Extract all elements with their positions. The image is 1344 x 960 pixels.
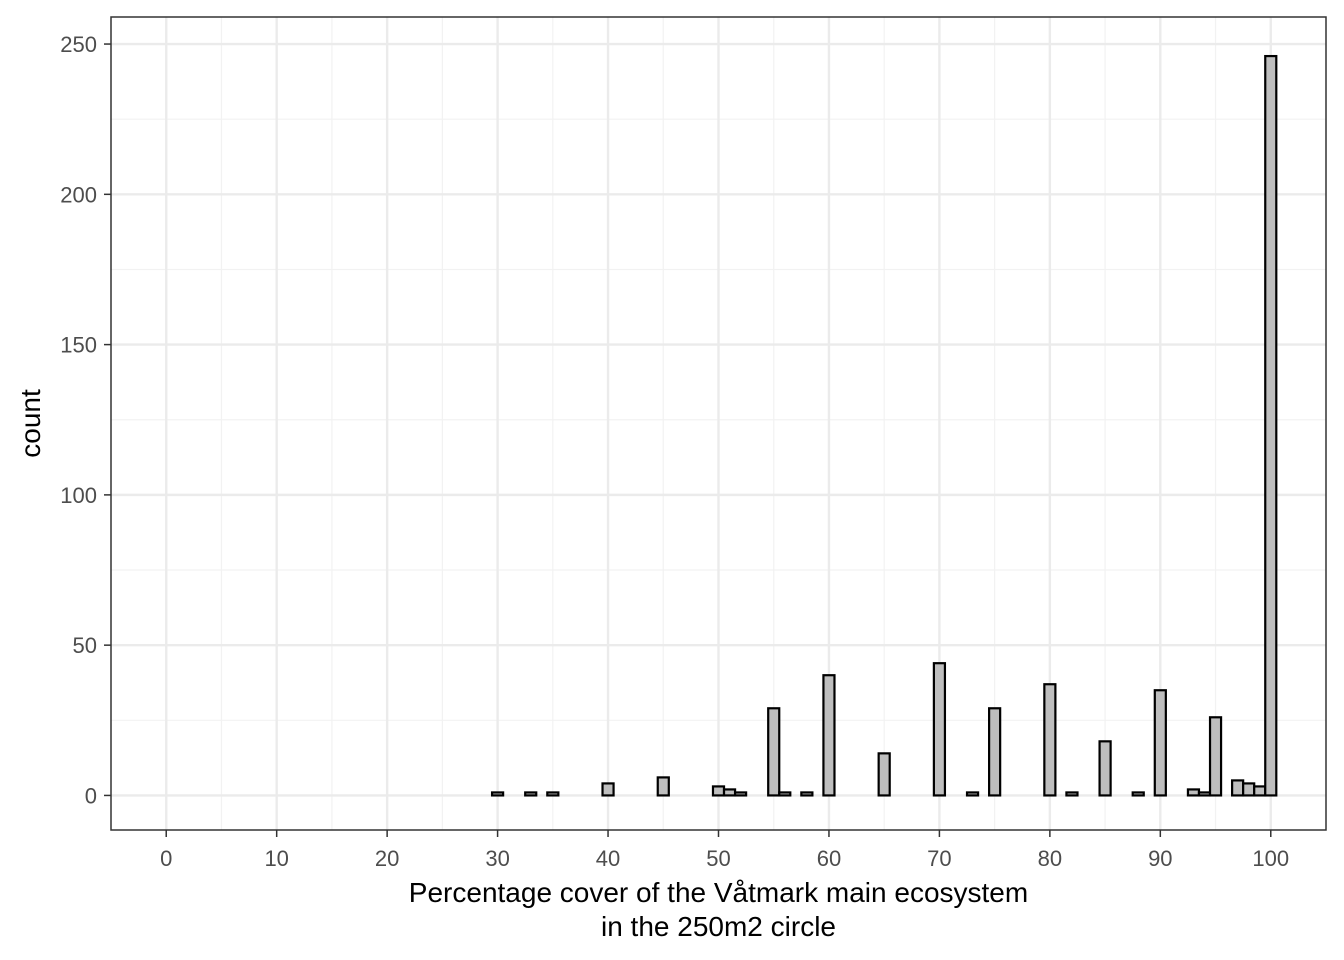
- histogram-bar: [656, 776, 670, 797]
- x-tick-label: 50: [706, 846, 730, 871]
- y-tick-label: 200: [60, 182, 97, 207]
- histogram-bar: [800, 791, 814, 797]
- x-axis-title: Percentage cover of the Våtmark main eco…: [409, 877, 1028, 942]
- x-tick-label: 80: [1038, 846, 1062, 871]
- histogram-bar: [1131, 791, 1145, 797]
- histogram-bar: [1065, 791, 1079, 797]
- histogram-bar: [1253, 785, 1267, 797]
- histogram-bar: [965, 791, 980, 797]
- y-tick-label: 50: [73, 633, 97, 658]
- histogram-bar: [733, 791, 748, 797]
- histogram-bar: [877, 752, 891, 797]
- histogram-bar: [767, 707, 781, 797]
- histogram-bar: [1043, 683, 1057, 797]
- histogram-bar: [1208, 716, 1223, 797]
- y-axis-title: count: [15, 389, 46, 458]
- y-tick-label: 0: [85, 783, 97, 808]
- x-tick-label: 60: [817, 846, 841, 871]
- histogram-bar: [822, 674, 836, 797]
- x-tick-label: 0: [160, 846, 172, 871]
- y-tick-label: 250: [60, 32, 97, 57]
- histogram-bar: [1186, 788, 1201, 797]
- histogram-bar: [601, 782, 615, 797]
- histogram-bar: [1153, 689, 1167, 797]
- histogram-bar: [778, 791, 792, 797]
- x-axis: 0 10 20 30 40 50 60 70 80 90 100: [160, 830, 1289, 871]
- bars-group: [490, 54, 1278, 797]
- x-tick-label: 100: [1252, 846, 1289, 871]
- histogram-bar: [1098, 740, 1112, 797]
- x-tick-label: 40: [596, 846, 620, 871]
- x-tick-label: 90: [1148, 846, 1172, 871]
- histogram-bar: [722, 788, 737, 797]
- histogram-bar: [1264, 54, 1278, 797]
- x-axis-title-line: in the 250m2 circle: [601, 911, 836, 942]
- x-tick-label: 20: [375, 846, 399, 871]
- x-tick-label: 70: [927, 846, 951, 871]
- histogram-bar: [524, 791, 538, 797]
- y-axis: 0 50 100 150 200 250: [60, 32, 111, 808]
- x-axis-title-line: Percentage cover of the Våtmark main eco…: [409, 877, 1028, 908]
- histogram-bar: [932, 662, 947, 797]
- histogram-bar: [1242, 782, 1256, 797]
- y-tick-label: 100: [60, 483, 97, 508]
- x-tick-label: 10: [264, 846, 288, 871]
- y-tick-label: 150: [60, 333, 97, 358]
- x-tick-label: 30: [485, 846, 509, 871]
- histogram-bar: [988, 707, 1002, 797]
- histogram-bar: [711, 785, 726, 797]
- histogram-bar: [546, 791, 560, 797]
- histogram-bar: [1197, 791, 1212, 797]
- histogram-bar: [1231, 779, 1245, 797]
- histogram-bar: [490, 791, 505, 797]
